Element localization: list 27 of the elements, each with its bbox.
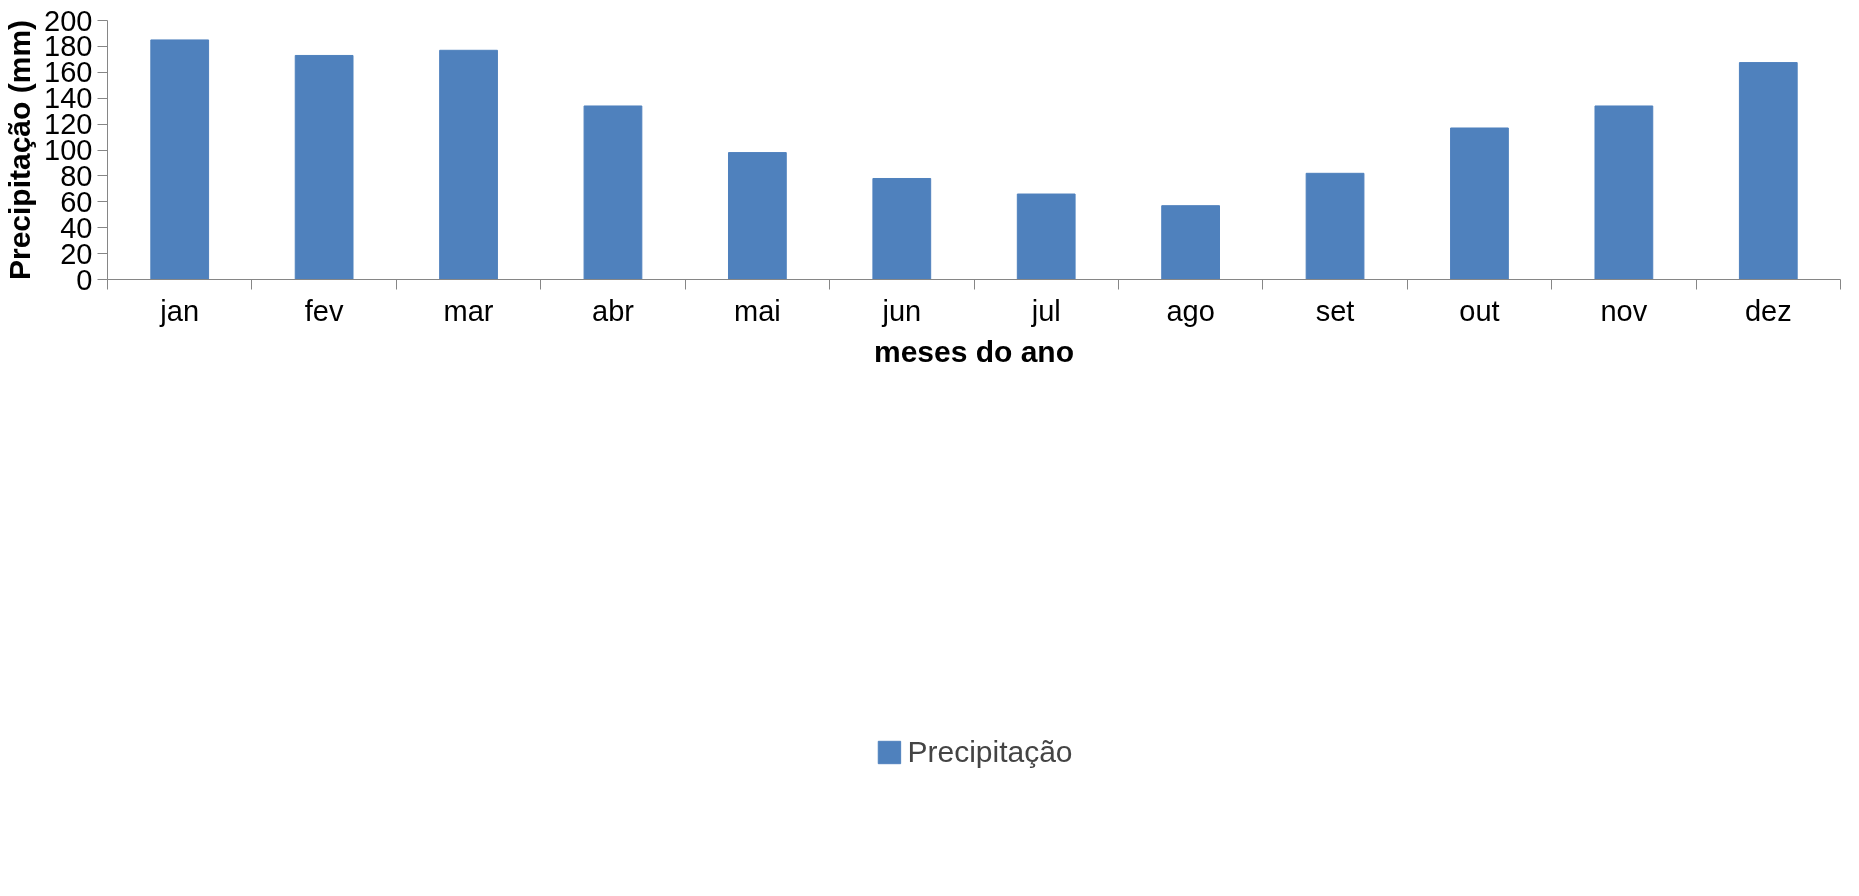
x-tick-label: abr [592, 294, 635, 327]
x-tick-label: set [1315, 294, 1355, 327]
bar [872, 177, 932, 280]
x-axis-title: meses do ano [873, 334, 1075, 368]
x-tick-label: nov [1600, 294, 1648, 327]
x-tick-label: dez [1744, 294, 1792, 327]
x-tick-label: fev [304, 294, 344, 327]
bar [1594, 105, 1654, 280]
x-tick-label: mar [443, 294, 494, 327]
bar [1161, 205, 1221, 280]
legend-label: Precipitação [907, 734, 1073, 769]
bar [583, 105, 643, 280]
bar [1305, 172, 1365, 280]
bar [727, 152, 787, 280]
bar [150, 39, 210, 280]
bar [439, 49, 498, 280]
x-tick-label: jun [881, 294, 922, 327]
bar [294, 54, 354, 280]
x-tick-label: jul [1030, 294, 1061, 327]
x-tick-label: ago [1166, 294, 1215, 327]
bar [1450, 127, 1509, 280]
bar [1016, 193, 1076, 280]
y-axis-title: Precipitação (mm) [3, 19, 37, 281]
x-tick-label: out [1459, 294, 1500, 327]
x-tick-label: mai [734, 294, 781, 327]
x-tick-label: jan [159, 294, 200, 327]
bar [1738, 62, 1798, 280]
